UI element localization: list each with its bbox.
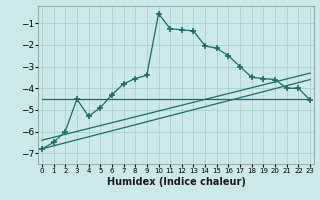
- X-axis label: Humidex (Indice chaleur): Humidex (Indice chaleur): [107, 177, 245, 187]
